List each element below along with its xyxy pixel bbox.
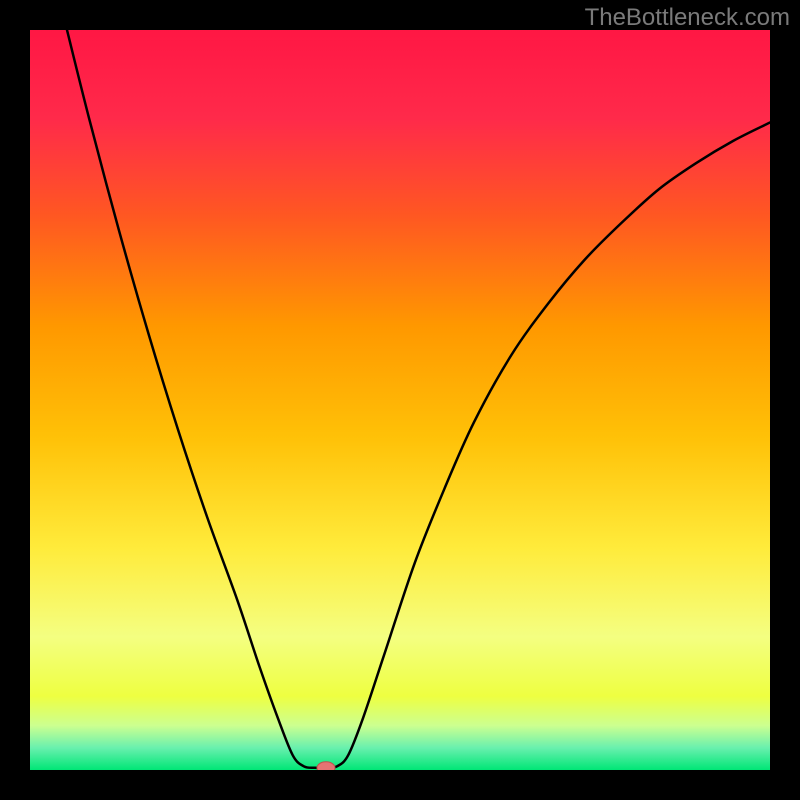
plot-area: [30, 30, 770, 770]
optimal-point-marker: [317, 762, 335, 770]
watermark-text: TheBottleneck.com: [585, 4, 790, 32]
chart-container: TheBottleneck.com: [0, 0, 800, 800]
gradient-background: [30, 30, 770, 770]
chart-svg: [30, 30, 770, 770]
